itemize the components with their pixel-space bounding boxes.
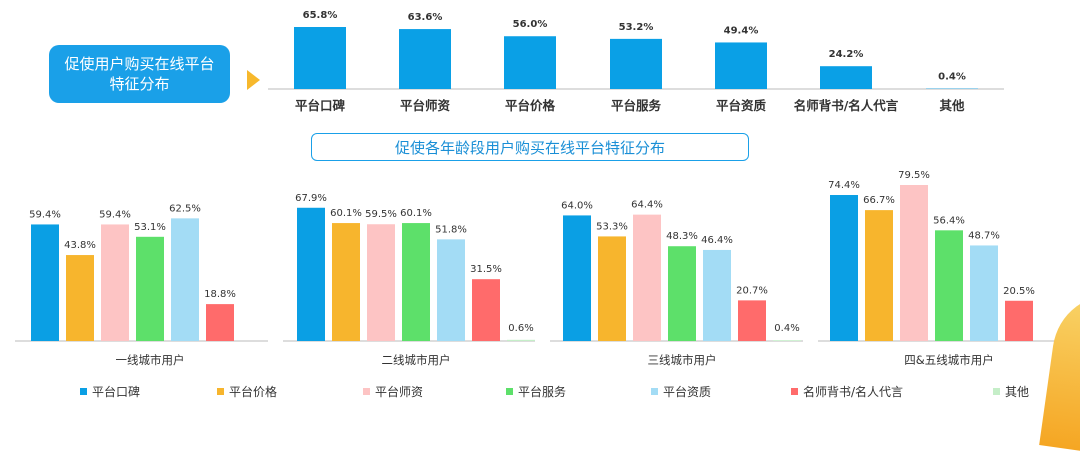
legend-label: 平台资质 bbox=[663, 383, 711, 400]
top-bar bbox=[715, 42, 767, 89]
bottom-bar-value-label: 64.4% bbox=[631, 200, 663, 211]
chart-legend: 平台口碑 平台价格 平台师资 平台服务 平台资质 名师背书/名人代言 其他 bbox=[80, 383, 1040, 401]
bottom-category-label: 二线城市用户 bbox=[382, 353, 451, 367]
legend-item: 平台价格 bbox=[217, 383, 277, 400]
bottom-bar-value-label: 59.5% bbox=[365, 209, 397, 220]
top-bar-value-label: 63.6% bbox=[408, 12, 443, 23]
top-category-label: 平台师资 bbox=[400, 98, 451, 113]
bottom-bar bbox=[437, 239, 465, 341]
top-bar bbox=[820, 66, 872, 89]
top-bar bbox=[610, 39, 662, 89]
bottom-bar-value-label: 56.4% bbox=[933, 215, 965, 226]
legend-swatch bbox=[993, 388, 1000, 395]
bottom-bar-value-label: 62.5% bbox=[169, 203, 201, 214]
legend-label: 平台服务 bbox=[518, 383, 566, 400]
bottom-category-label: 一线城市用户 bbox=[116, 353, 185, 367]
bottom-bar-value-label: 18.8% bbox=[204, 289, 236, 300]
bottom-bar bbox=[633, 215, 661, 341]
top-category-label: 其他 bbox=[939, 98, 965, 113]
bottom-bar-value-label: 0.6% bbox=[508, 323, 533, 334]
bottom-bar bbox=[367, 224, 395, 341]
bottom-bar-value-label: 20.5% bbox=[1003, 286, 1035, 297]
bottom-bar bbox=[136, 237, 164, 341]
top-bar bbox=[399, 29, 451, 89]
legend-swatch bbox=[506, 388, 513, 395]
chart-canvas: 65.8% 平台口碑 63.6% 平台师资 56.0% 平台价格 53.2% 平台服务 49.4… bbox=[0, 0, 1080, 408]
legend-label: 名师背书/名人代言 bbox=[803, 383, 903, 400]
bottom-bar-value-label: 64.0% bbox=[561, 200, 593, 211]
top-category-label: 平台资质 bbox=[716, 98, 767, 113]
legend-item: 平台服务 bbox=[506, 383, 566, 400]
top-category-label: 平台价格 bbox=[505, 98, 556, 113]
top-bar bbox=[294, 27, 346, 89]
legend-item: 平台口碑 bbox=[80, 383, 140, 400]
legend-item: 名师背书/名人代言 bbox=[791, 383, 903, 400]
bottom-bar-value-label: 53.1% bbox=[134, 222, 166, 233]
bottom-bar bbox=[66, 255, 94, 341]
bottom-bar bbox=[101, 224, 129, 341]
bottom-bar bbox=[297, 208, 325, 341]
top-bar bbox=[504, 36, 556, 89]
bottom-bar bbox=[332, 223, 360, 341]
bottom-bar bbox=[970, 245, 998, 341]
legend-label: 平台价格 bbox=[229, 383, 277, 400]
legend-item: 其他 bbox=[993, 383, 1029, 400]
bottom-bar bbox=[830, 195, 858, 341]
bottom-bar bbox=[402, 223, 430, 341]
top-category-label: 名师背书/名人代言 bbox=[794, 98, 899, 113]
top-bar-value-label: 49.4% bbox=[724, 25, 759, 36]
bottom-bar-value-label: 46.4% bbox=[701, 235, 733, 246]
bottom-bar bbox=[472, 279, 500, 341]
legend-swatch bbox=[791, 388, 798, 395]
bottom-bar bbox=[206, 304, 234, 341]
bottom-bar bbox=[900, 185, 928, 341]
bottom-bar-value-label: 60.1% bbox=[330, 208, 362, 219]
bottom-bar-value-label: 51.8% bbox=[435, 224, 467, 235]
legend-item: 平台师资 bbox=[363, 383, 423, 400]
legend-label: 平台口碑 bbox=[92, 383, 140, 400]
bottom-bar-value-label: 74.4% bbox=[828, 180, 860, 191]
bottom-bar bbox=[31, 224, 59, 341]
legend-swatch bbox=[651, 388, 658, 395]
legend-label: 其他 bbox=[1005, 383, 1029, 400]
bottom-bar-value-label: 48.7% bbox=[968, 230, 1000, 241]
bottom-bar-value-label: 67.9% bbox=[295, 193, 327, 204]
bottom-bar-value-label: 79.5% bbox=[898, 170, 930, 181]
bottom-bar bbox=[865, 210, 893, 341]
top-category-label: 平台服务 bbox=[611, 98, 662, 113]
top-bar-value-label: 0.4% bbox=[938, 72, 966, 83]
top-bar-value-label: 24.2% bbox=[829, 49, 864, 60]
legend-swatch bbox=[217, 388, 224, 395]
legend-item: 平台资质 bbox=[651, 383, 711, 400]
legend-label: 平台师资 bbox=[375, 383, 423, 400]
bottom-bar-value-label: 53.3% bbox=[596, 221, 628, 232]
bottom-bar-value-label: 48.3% bbox=[666, 231, 698, 242]
bottom-bar-value-label: 60.1% bbox=[400, 208, 432, 219]
top-bar-value-label: 65.8% bbox=[303, 10, 338, 21]
bottom-category-label: 四&五线城市用户 bbox=[904, 353, 993, 367]
bottom-bar bbox=[598, 236, 626, 341]
bottom-bar bbox=[703, 250, 731, 341]
bottom-bar bbox=[1005, 301, 1033, 341]
bottom-bar-value-label: 31.5% bbox=[470, 264, 502, 275]
bottom-bar-value-label: 20.7% bbox=[736, 285, 768, 296]
bottom-bar bbox=[563, 215, 591, 341]
bottom-bar-value-label: 59.4% bbox=[29, 209, 61, 220]
bottom-bar bbox=[738, 300, 766, 341]
top-category-label: 平台口碑 bbox=[295, 98, 346, 113]
bottom-bar bbox=[773, 340, 801, 341]
legend-swatch bbox=[363, 388, 370, 395]
bottom-bar-value-label: 66.7% bbox=[863, 195, 895, 206]
bottom-bar bbox=[171, 218, 199, 341]
bottom-category-label: 三线城市用户 bbox=[648, 353, 717, 367]
bottom-bar bbox=[935, 230, 963, 341]
bottom-bar-value-label: 59.4% bbox=[99, 209, 131, 220]
bottom-bar-value-label: 0.4% bbox=[774, 323, 799, 334]
bottom-bar-value-label: 43.8% bbox=[64, 240, 96, 251]
legend-swatch bbox=[80, 388, 87, 395]
top-bar-value-label: 53.2% bbox=[619, 22, 654, 33]
top-bar-value-label: 56.0% bbox=[513, 19, 548, 30]
bottom-bar bbox=[668, 246, 696, 341]
bottom-bar bbox=[507, 340, 535, 341]
